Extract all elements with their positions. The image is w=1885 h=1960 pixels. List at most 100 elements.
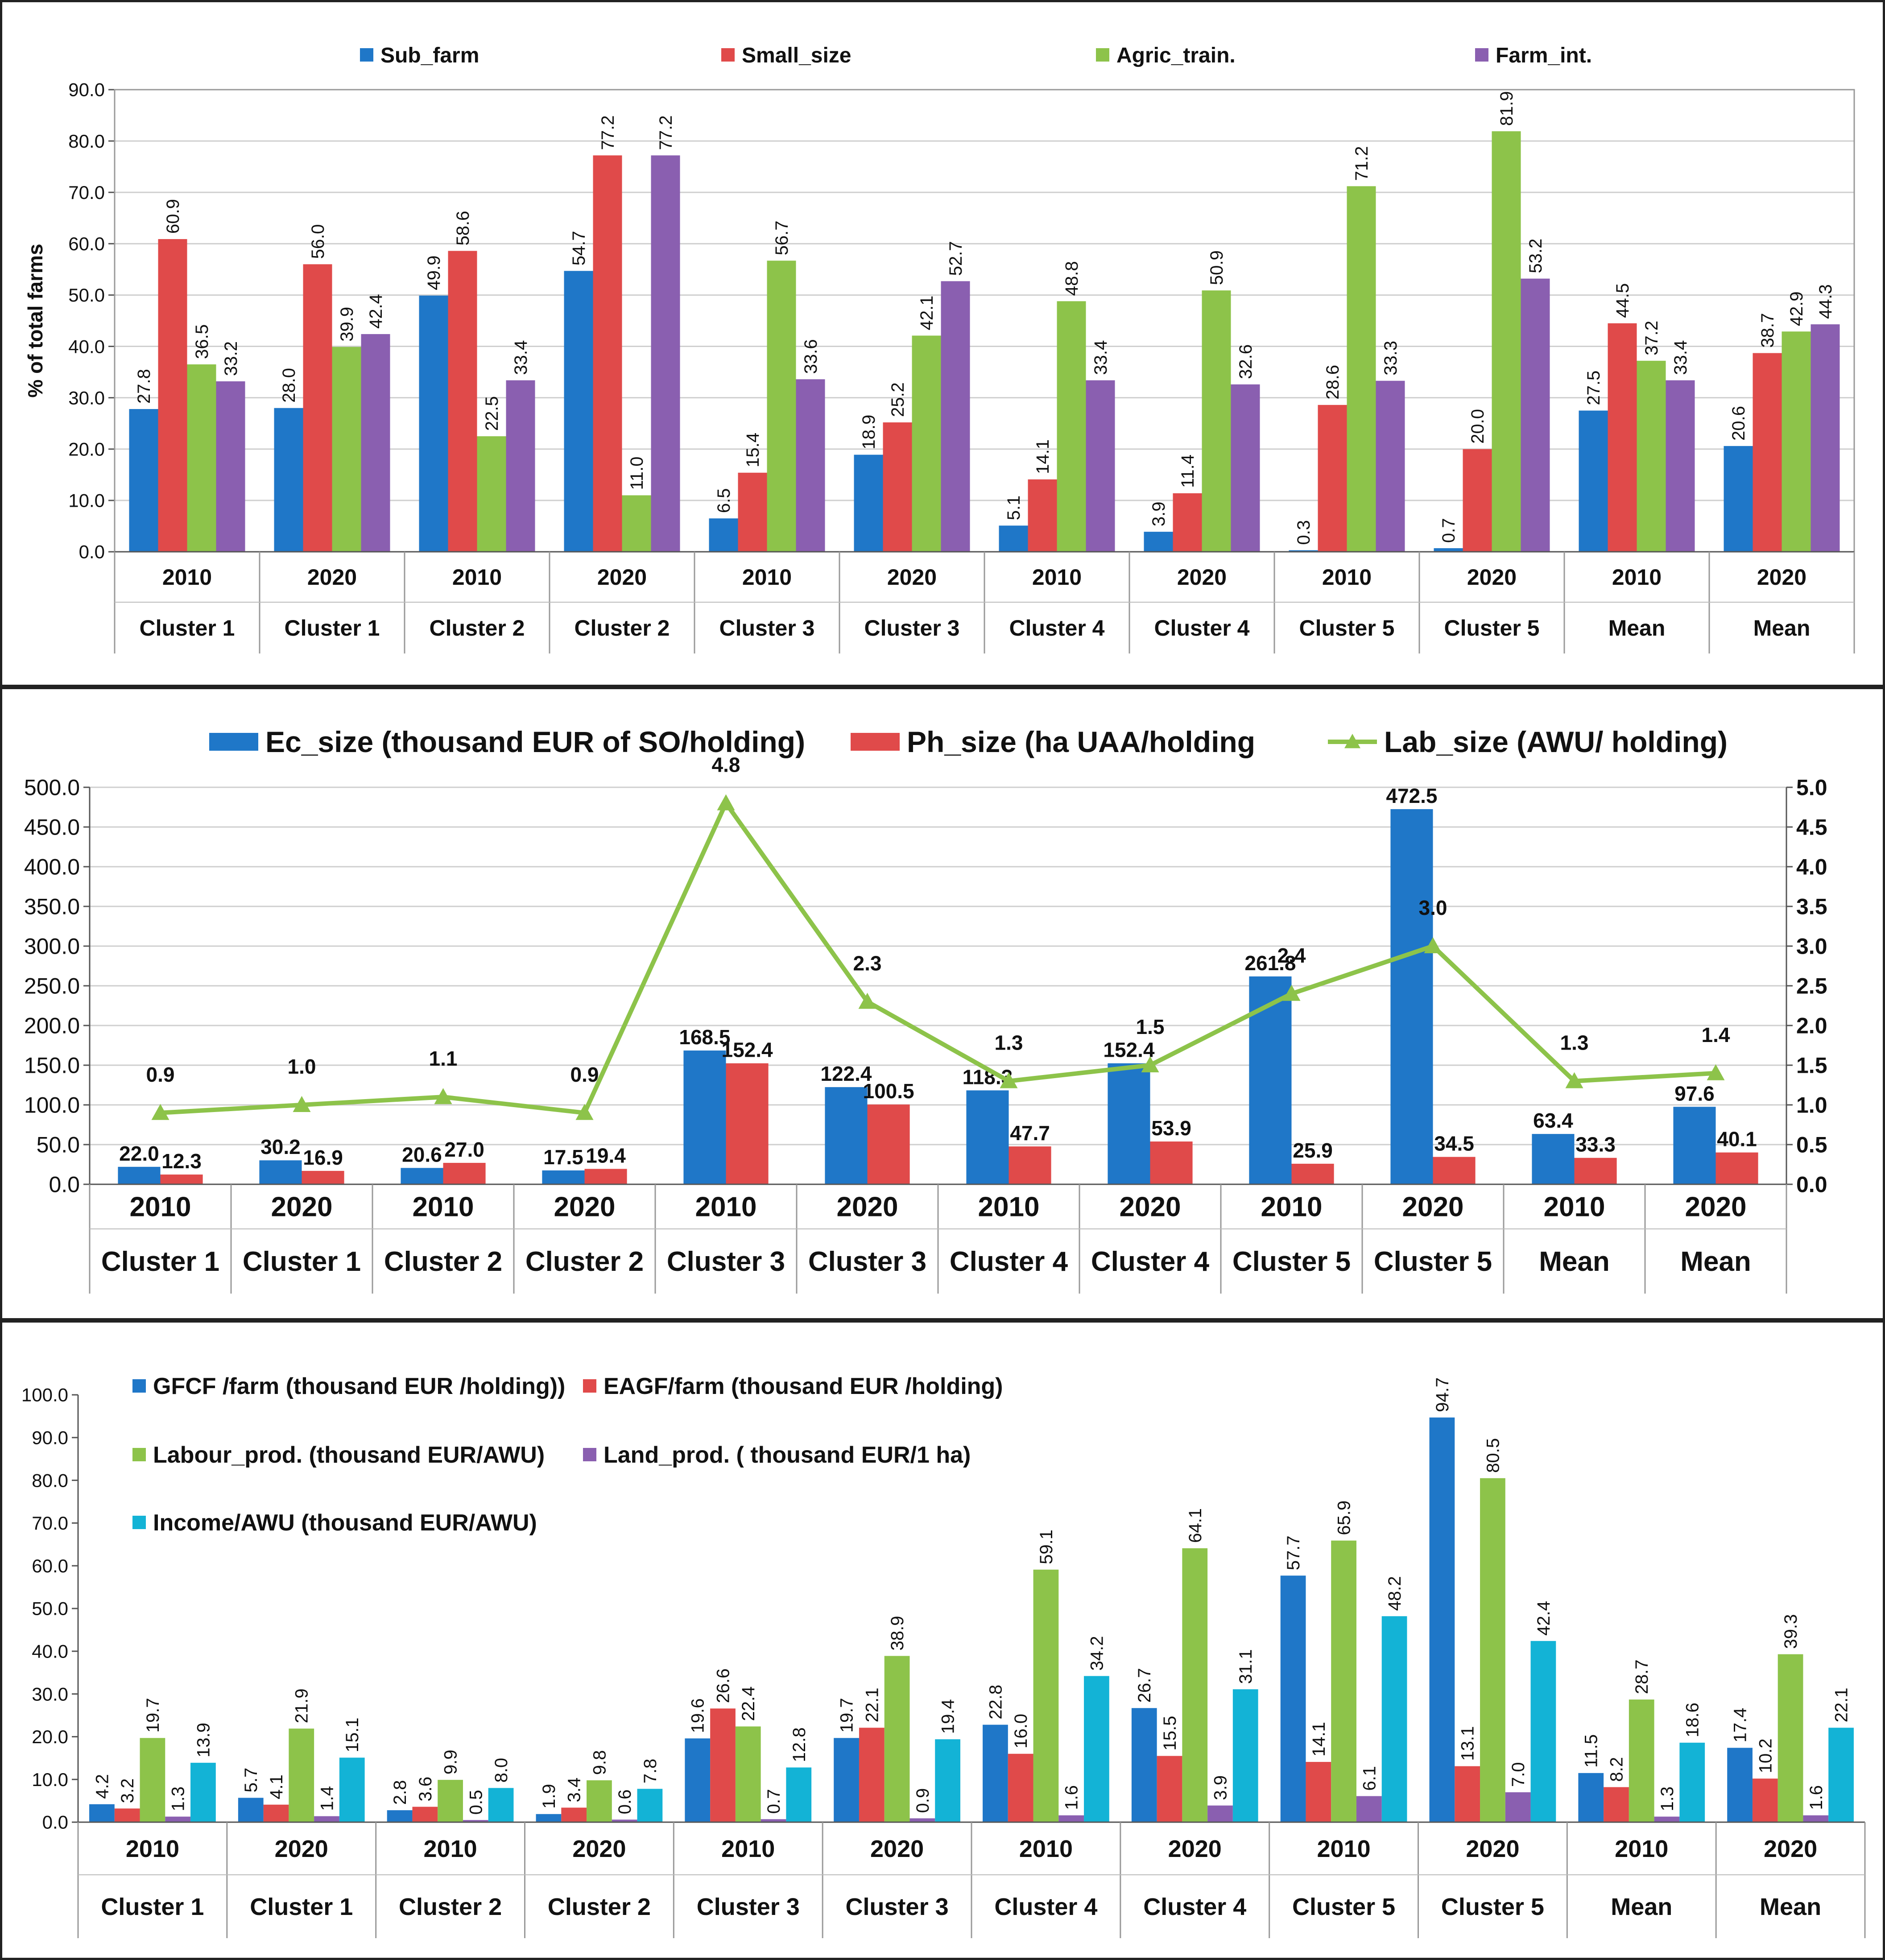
legend-label: GFCF /farm (thousand EUR /holding)) — [153, 1373, 565, 1399]
x-tick-label-year: 2020 — [307, 565, 357, 590]
point-lab-size — [1141, 1056, 1159, 1072]
legend-label: Ph_size (ha UAA/holding — [907, 725, 1255, 758]
x-tick-label-year: 2010 — [1317, 1836, 1371, 1862]
y2-tick-label: 4.0 — [1796, 855, 1827, 880]
data-label: 80.5 — [1483, 1438, 1503, 1473]
bar-ph-size-ha-uaa-holding — [1291, 1163, 1334, 1184]
x-tick-label-group: Cluster 4 — [1154, 616, 1250, 641]
y-tick-label: 50.0 — [37, 1133, 80, 1158]
x-tick-label-year: 2020 — [887, 565, 937, 590]
bar-land-prod-thousand-eur-1-ha — [1356, 1796, 1382, 1822]
bar-sub-farm — [564, 271, 593, 552]
x-tick-label-year: 2010 — [721, 1836, 775, 1862]
data-label: 22.8 — [986, 1685, 1005, 1720]
y-tick-label: 80.0 — [32, 1470, 68, 1491]
bar-gfcf-farm-thousand-eur-holding — [1429, 1417, 1455, 1822]
y2-tick-label: 0.0 — [1796, 1172, 1827, 1197]
point-lab-size — [717, 794, 735, 810]
bar-small-size — [1753, 353, 1782, 552]
data-label: 6.5 — [714, 488, 734, 513]
data-label: 152.4 — [721, 1038, 773, 1062]
bar-farm-int — [361, 334, 390, 552]
bar-labour-prod-thousand-eur-awu — [1480, 1478, 1505, 1822]
bar-ph-size-ha-uaa-holding — [726, 1063, 769, 1184]
data-label: 32.6 — [1236, 344, 1256, 379]
data-label: 56.0 — [308, 224, 328, 259]
bar-ph-size-ha-uaa-holding — [867, 1104, 910, 1184]
bar-income-awu-thousand-eur-awu — [637, 1789, 663, 1822]
data-label: 42.9 — [1787, 291, 1806, 326]
bar-small-size — [1318, 405, 1347, 552]
y-tick-label: 100.0 — [24, 1093, 80, 1118]
bar-small-size — [1463, 449, 1492, 552]
legend-swatch-ph-size-ha-uaa-holding — [851, 733, 900, 751]
bar-ec-size-thousand-eur-of-so-holding — [683, 1050, 726, 1184]
data-label: 18.9 — [859, 415, 879, 450]
data-label: 22.4 — [739, 1687, 758, 1721]
bar-income-awu-thousand-eur-awu — [339, 1757, 365, 1822]
y2-tick-label: 3.0 — [1796, 934, 1827, 959]
x-tick-label-group: Mean — [1760, 1894, 1821, 1920]
bar-gfcf-farm-thousand-eur-holding — [983, 1724, 1008, 1822]
bar-ec-size-thousand-eur-of-so-holding — [966, 1090, 1009, 1184]
bar-ph-size-ha-uaa-holding — [1716, 1152, 1758, 1184]
data-label: 19.7 — [837, 1698, 857, 1733]
data-label: 0.5 — [466, 1790, 486, 1815]
data-label: 1.6 — [1062, 1785, 1082, 1810]
data-label: 5.1 — [1004, 496, 1024, 521]
y-tick-label: 60.0 — [32, 1555, 68, 1576]
data-label: 12.3 — [161, 1150, 202, 1173]
data-label: 0.3 — [1294, 520, 1314, 545]
data-label: 58.6 — [453, 211, 473, 246]
x-tick-label-year: 2020 — [1757, 565, 1806, 590]
x-tick-label-group: Cluster 3 — [719, 616, 815, 641]
data-label: 33.2 — [221, 341, 241, 376]
bar-ec-size-thousand-eur-of-so-holding — [1390, 809, 1433, 1184]
point-lab-size — [1282, 984, 1301, 1001]
data-label: 3.2 — [118, 1778, 137, 1803]
y-tick-label: 0.0 — [49, 1172, 80, 1197]
bar-gfcf-farm-thousand-eur-holding — [89, 1804, 115, 1822]
point-lab-size — [151, 1104, 169, 1120]
bar-eagf-farm-thousand-eur-holding — [1752, 1778, 1778, 1822]
x-tick-label-group: Cluster 5 — [1374, 1246, 1492, 1277]
x-tick-label-group: Cluster 4 — [1009, 616, 1105, 641]
data-label: 44.5 — [1613, 283, 1633, 318]
data-label: 1.3 — [1658, 1786, 1677, 1811]
x-tick-label-group: Cluster 2 — [525, 1246, 644, 1277]
y-tick-label: 150.0 — [24, 1053, 80, 1078]
data-label: 20.6 — [402, 1143, 442, 1166]
bar-ph-size-ha-uaa-holding — [160, 1174, 203, 1184]
x-tick-label-group: Cluster 3 — [864, 616, 960, 641]
bar-income-awu-thousand-eur-awu — [1232, 1689, 1258, 1822]
line-data-label: 3.0 — [1419, 896, 1447, 919]
bar-income-awu-thousand-eur-awu — [488, 1788, 514, 1822]
bar-land-prod-thousand-eur-1-ha — [761, 1819, 786, 1822]
data-label: 52.7 — [946, 241, 966, 276]
y-tick-label: 0.0 — [79, 542, 105, 562]
y-tick-label: 90.0 — [32, 1427, 68, 1448]
bar-gfcf-farm-thousand-eur-holding — [1131, 1708, 1157, 1822]
x-tick-label-group: Cluster 3 — [667, 1246, 785, 1277]
y-tick-label: 450.0 — [24, 815, 80, 840]
data-label: 1.6 — [1806, 1785, 1826, 1810]
y-tick-label: 30.0 — [68, 387, 105, 408]
bar-income-awu-thousand-eur-awu — [1530, 1641, 1556, 1822]
y-tick-label: 250.0 — [24, 974, 80, 999]
y-tick-label: 50.0 — [68, 285, 105, 306]
data-label: 2.8 — [390, 1780, 410, 1805]
data-label: 0.6 — [615, 1790, 635, 1815]
x-tick-label-year: 2020 — [837, 1192, 898, 1223]
x-tick-label-year: 2010 — [742, 565, 792, 590]
data-label: 59.1 — [1037, 1530, 1056, 1564]
x-tick-label-year: 2010 — [424, 1836, 477, 1862]
x-tick-label-year: 2010 — [1322, 565, 1372, 590]
legend-swatch-eagf-farm-thousand-eur-holding — [583, 1379, 596, 1393]
data-label: 100.5 — [863, 1079, 914, 1103]
bar-agric-train — [622, 495, 651, 552]
data-label: 65.9 — [1335, 1501, 1354, 1535]
bar-land-prod-thousand-eur-1-ha — [463, 1820, 488, 1822]
y-tick-label: 10.0 — [32, 1769, 68, 1790]
bar-ec-size-thousand-eur-of-so-holding — [1532, 1134, 1575, 1184]
bar-eagf-farm-thousand-eur-holding — [859, 1728, 885, 1822]
